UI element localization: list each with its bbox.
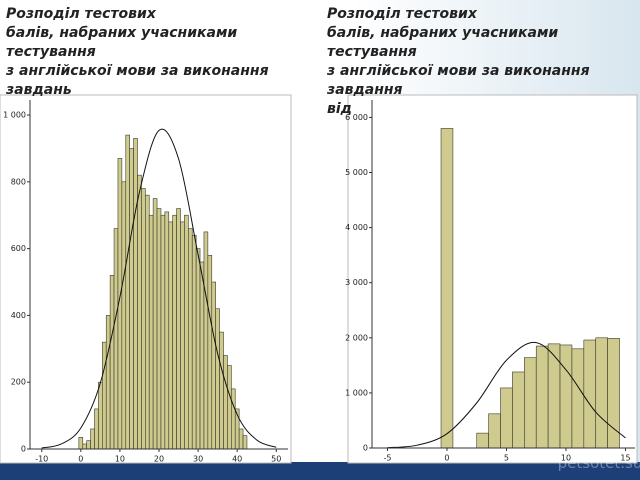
histogram-bar <box>141 188 146 450</box>
chart-title: тестування <box>327 44 417 60</box>
histogram-bar <box>90 428 95 450</box>
histogram-bar <box>476 432 489 449</box>
histogram-bar <box>535 345 549 449</box>
histogram-bar <box>109 275 115 450</box>
y-tick-label: 5 000 <box>345 168 368 177</box>
x-tick-label: 10 <box>115 455 125 464</box>
histogram-bar <box>188 228 193 450</box>
x-tick-label: 30 <box>193 455 203 464</box>
histogram-bar <box>238 428 244 450</box>
chart-title: з англійської мови за виконання <box>5 63 269 79</box>
x-tick-label: 0 <box>444 454 449 463</box>
x-tick-label: 10 <box>561 454 571 463</box>
histogram-bar <box>191 234 197 450</box>
histogram-bar <box>172 214 177 450</box>
histogram-bar <box>440 128 454 449</box>
histogram-bar <box>199 261 205 450</box>
histogram-bar <box>207 254 213 450</box>
x-tick-label: -10 <box>35 455 48 464</box>
histogram-bar <box>571 348 585 449</box>
histogram-bar <box>242 435 248 450</box>
y-tick-label: 6 000 <box>345 113 368 122</box>
histogram-bar <box>219 331 224 450</box>
histogram-bar <box>195 248 201 450</box>
histogram-bar <box>512 371 525 449</box>
y-tick-label: 800 <box>11 177 26 186</box>
histogram-bar <box>94 408 99 450</box>
chart-title: Розподіл тестових <box>6 6 157 22</box>
chart-title: завдань <box>5 82 72 98</box>
y-tick-label: 2 000 <box>345 333 368 342</box>
histogram-bar <box>227 365 232 450</box>
histogram-bar <box>129 148 134 450</box>
histogram-bar <box>488 413 501 449</box>
histogram-bar <box>168 221 173 450</box>
histogram-bar <box>102 341 107 450</box>
histogram-bar <box>164 211 170 450</box>
histogram-bar <box>176 208 181 450</box>
y-tick-label: 200 <box>11 378 26 387</box>
normal-curve <box>387 341 626 449</box>
normal-curve <box>41 128 277 449</box>
histogram-bar <box>184 214 189 450</box>
x-tick-label: 50 <box>271 455 281 464</box>
x-tick-label: 15 <box>620 454 630 463</box>
y-tick-label: 0 <box>363 444 368 453</box>
chart-title: балів, набраних учасниками <box>6 25 237 41</box>
histogram-bar <box>133 138 138 450</box>
histogram-bar <box>145 194 150 450</box>
histogram-bar <box>98 381 103 450</box>
y-tick-label: 3 000 <box>345 278 368 287</box>
y-tick-label: 4 000 <box>345 223 368 232</box>
histogram-bar <box>78 437 84 450</box>
chart-title: балів, набраних учасниками <box>327 25 558 41</box>
y-tick-label: 0 <box>21 445 26 454</box>
histogram-bar <box>160 214 166 450</box>
y-tick-label: 1 000 <box>3 111 26 120</box>
histogram-bar <box>82 443 87 450</box>
chart-title: від <box>327 101 352 117</box>
y-tick-label: 600 <box>11 244 26 253</box>
chart-title: завдання <box>326 82 403 98</box>
histogram-bar <box>121 181 127 450</box>
histogram-bar <box>547 343 561 449</box>
histogram-bar <box>105 315 111 450</box>
histogram-bar <box>211 281 216 450</box>
histogram-bar <box>559 344 573 449</box>
histogram-bar <box>231 388 236 450</box>
chart-title: тестування <box>6 44 96 60</box>
histogram-bar <box>86 440 91 450</box>
x-tick-label: 5 <box>504 454 509 463</box>
watermark: petsotet.su <box>558 454 640 472</box>
chart-title: з англійської мови за виконання <box>326 63 590 79</box>
histogram-bar <box>500 387 513 449</box>
y-tick-label: 1 000 <box>345 388 368 397</box>
x-tick-label: 0 <box>78 455 83 464</box>
histogram-bar <box>152 198 158 450</box>
histogram-bar <box>180 221 185 450</box>
histogram-bar <box>583 339 597 449</box>
histogram-bar <box>148 214 154 450</box>
x-tick-label: 40 <box>232 455 242 464</box>
histogram-bar <box>156 208 162 450</box>
histogram-bar <box>203 231 209 450</box>
x-tick-label: 20 <box>154 455 164 464</box>
histogram-bar <box>215 308 220 450</box>
y-tick-label: 400 <box>11 311 26 320</box>
histogram-bar <box>137 174 142 450</box>
histogram-bar <box>524 357 537 449</box>
chart-title: Розподіл тестових <box>327 6 478 22</box>
histogram-bar <box>113 228 119 450</box>
histogram-bar <box>223 355 228 450</box>
histogram-bar <box>595 337 608 449</box>
footer-band <box>0 462 640 480</box>
x-tick-label: -5 <box>383 454 391 463</box>
histogram-bar <box>125 134 130 450</box>
